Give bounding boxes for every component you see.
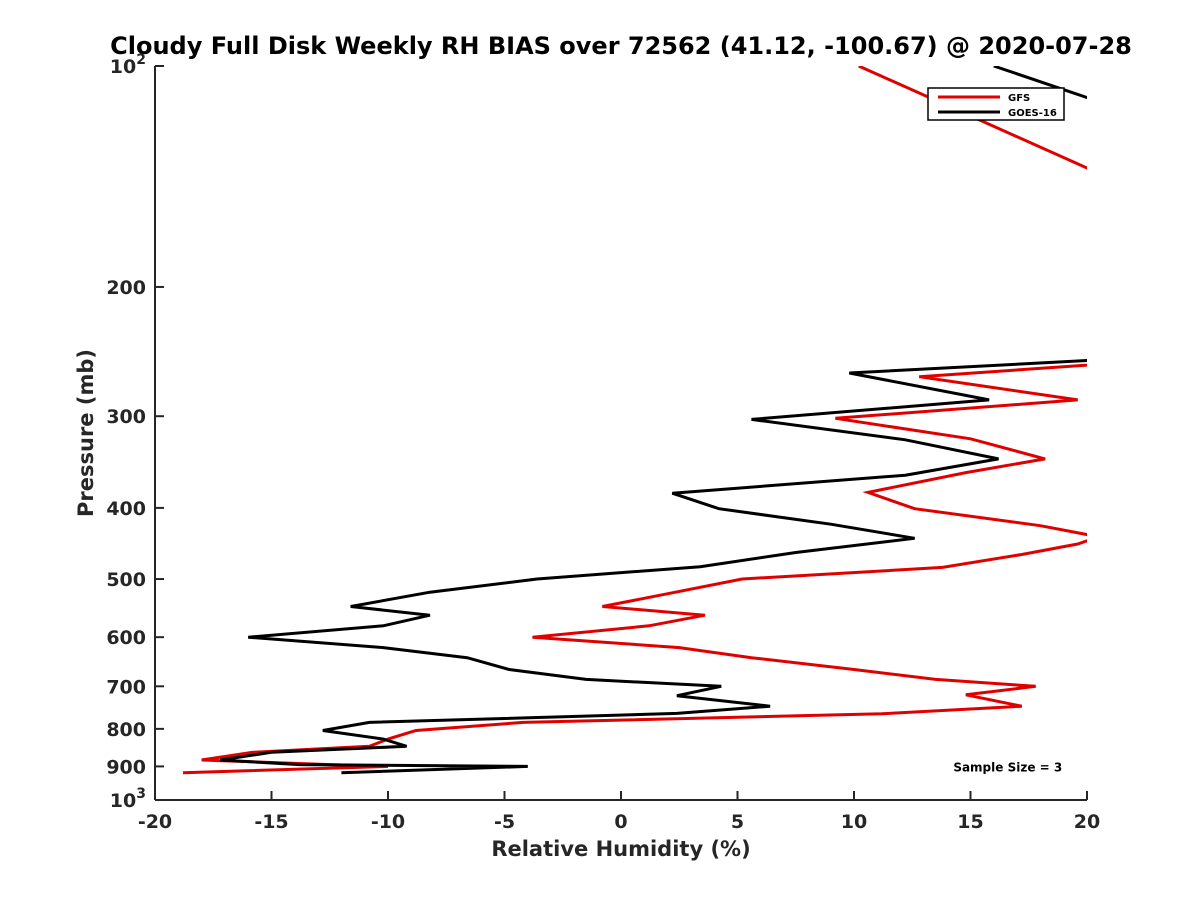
x-tick-label: -20 [138, 811, 172, 833]
x-tick-label: -5 [494, 811, 515, 833]
x-tick-label: 20 [1074, 811, 1100, 833]
y-tick-label: 102 [110, 52, 146, 78]
y-tick-label: 600 [106, 627, 146, 649]
series-layer [182, 66, 1087, 775]
sample-size-annotation: Sample Size = 3 [953, 760, 1062, 774]
x-tick-label: 10 [841, 811, 867, 833]
series-line-goes-16 [219, 66, 1087, 775]
legend-label-goes-16: GOES-16 [1008, 108, 1057, 119]
legend: GFS GOES-16 [927, 87, 1065, 121]
x-tick-label: 0 [614, 811, 627, 833]
y-tick-label: 900 [106, 756, 146, 778]
y-tick-label: 300 [106, 406, 146, 428]
x-tick-label: -15 [254, 811, 288, 833]
y-tick-label: 103 [110, 786, 146, 812]
legend-label-gfs: GFS [1008, 93, 1030, 104]
y-tick-label: 800 [106, 719, 146, 741]
y-tick-label: 200 [106, 277, 146, 299]
x-ticks: -20 -15 -10 -5 0 5 10 15 20 [138, 791, 1100, 833]
y-tick-label: 400 [106, 498, 146, 520]
x-tick-label: 5 [731, 811, 744, 833]
y-axis-title: Pressure (mb) [74, 349, 98, 517]
y-tick-label: 700 [106, 676, 146, 698]
series-line-gfs [182, 66, 1087, 775]
y-ticks: 102 200 300 400 500 600 700 800 900 103 [106, 52, 164, 812]
legend-box [927, 87, 1065, 121]
chart-title: Cloudy Full Disk Weekly RH BIAS over 725… [110, 32, 1132, 60]
y-tick-label: 500 [106, 569, 146, 591]
x-axis-title: Relative Humidity (%) [491, 837, 750, 861]
annotations: Sample Size = 3 [953, 760, 1062, 774]
axes [154, 66, 1087, 801]
x-tick-label: 15 [957, 811, 983, 833]
x-tick-label: -10 [371, 811, 405, 833]
